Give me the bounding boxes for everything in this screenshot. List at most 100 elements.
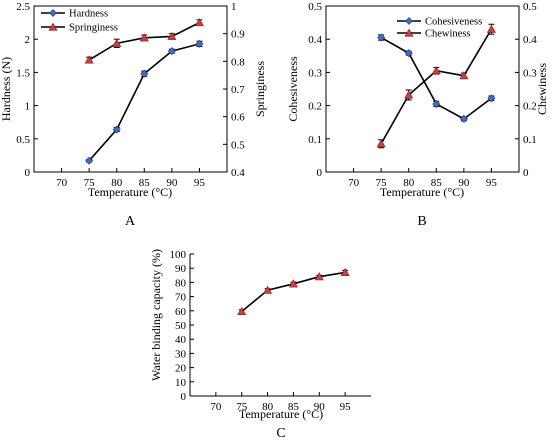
- y-tick-label: 30: [175, 348, 187, 360]
- y-right-ticks: 0.4 0.5 0.6 0.7 0.8 0.9 1: [223, 1, 245, 179]
- hardness-point: [140, 69, 149, 78]
- legend-label-chewiness: Chewiness: [425, 29, 471, 40]
- y-left-ticks: 0 10 20 30 40 50 60 70 80 90 100: [170, 249, 194, 403]
- y-right-tick-label: 0.9: [231, 29, 245, 41]
- x-tick-label: 75: [84, 177, 96, 189]
- y-axis-label-right: Springiness: [253, 61, 267, 117]
- series-layer: [376, 23, 496, 149]
- y-right-tick-label: 0.5: [231, 139, 245, 151]
- series-layer: [84, 17, 204, 165]
- cohesiveness-point: [459, 114, 468, 123]
- y-tick-label: 0: [181, 391, 187, 403]
- y-tick-label: 0.2: [308, 101, 322, 113]
- y-right-tick-label: 1: [231, 1, 237, 13]
- y-right-tick-label: 0: [523, 167, 529, 179]
- y-tick-label: 100: [170, 249, 187, 261]
- y-tick-label: 40: [175, 334, 187, 346]
- legend-marker-chewiness: [404, 28, 414, 37]
- y-left-ticks: 0 0.1 0.2 0.3 0.4 0.5: [308, 1, 330, 179]
- x-ticks: 70 75 80 85 90 95: [348, 168, 497, 189]
- y-right-tick-label: 0.2: [523, 101, 537, 113]
- y-tick-label: 90: [175, 263, 187, 275]
- y-tick-label: 80: [175, 277, 187, 289]
- legend-marker-cohesiveness: [405, 17, 413, 25]
- y-tick-label: 0.5: [308, 1, 322, 13]
- x-axis-label: Temperature (°C): [239, 407, 323, 421]
- x-tick-label: 90: [166, 177, 178, 189]
- x-tick-label: 90: [458, 177, 470, 189]
- chewiness-point: [459, 71, 469, 80]
- y-right-tick-label: 0.4: [523, 34, 537, 46]
- x-tick-label: 75: [376, 177, 388, 189]
- legend-marker-springiness: [48, 22, 58, 31]
- x-tick-label: 85: [288, 401, 300, 413]
- y-right-tick-label: 0.6: [231, 112, 245, 124]
- y-axis-label-left: Hardness (N): [0, 57, 13, 121]
- cohesiveness-point: [432, 99, 441, 108]
- series-0-point: [263, 285, 273, 294]
- series-0-point: [314, 272, 324, 281]
- y-tick-label: 1.5: [16, 67, 30, 79]
- panel-label: A: [125, 214, 136, 229]
- x-axis-label: Temperature (°C): [88, 185, 172, 199]
- y-tick-label: 2.5: [16, 1, 30, 13]
- y-tick-label: 0: [25, 167, 31, 179]
- series-0-point: [340, 267, 350, 276]
- cohesiveness-point: [404, 49, 413, 58]
- cohesiveness-point: [487, 94, 496, 103]
- y-tick-label: 60: [175, 306, 187, 318]
- y-right-tick-label: 0.5: [523, 1, 537, 13]
- springiness-point: [112, 38, 122, 47]
- x-ticks: 70 75 80 85 90 95: [210, 392, 351, 413]
- y-tick-label: 0: [317, 167, 323, 179]
- panel-c: 0 10 20 30 40 50 60 70 80 90 100 70 75 80 85 90 95 Temp…: [149, 249, 371, 441]
- springiness-point: [194, 17, 204, 27]
- y-tick-label: 1: [25, 101, 31, 113]
- series-0-point: [237, 306, 247, 316]
- springiness-point: [84, 55, 94, 64]
- y-tick-label: 0.3: [308, 67, 322, 79]
- cohesiveness-point: [377, 33, 386, 42]
- legend-marker-hardness: [49, 9, 57, 17]
- series-0-point: [288, 279, 298, 288]
- x-ticks: 70 75 80 85 90 95: [56, 168, 205, 189]
- panel-a: 0 0.5 1 1.5 2 2.5 0.4 0.5 0.6 0.7 0.8 0.9 1 70 75 80 8…: [0, 1, 267, 229]
- panel-label: B: [417, 214, 426, 229]
- x-tick-label: 70: [210, 401, 222, 413]
- y-axis-label-left: Cohesiveness: [286, 56, 300, 122]
- y-tick-label: 0.1: [308, 134, 322, 146]
- hardness-point: [112, 125, 121, 134]
- y-right-tick-label: 0.7: [231, 84, 245, 96]
- x-tick-label: 95: [194, 177, 206, 189]
- y-right-tick-label: 0.1: [523, 134, 537, 146]
- y-tick-label: 70: [175, 292, 187, 304]
- panel-b: 0 0.1 0.2 0.3 0.4 0.5 0 0.1 0.2 0.3 0.4 0.5 70 75 80…: [286, 1, 549, 229]
- hardness-line: [88, 43, 200, 162]
- x-tick-label: 95: [486, 177, 498, 189]
- y-right-tick-label: 0.8: [231, 56, 245, 68]
- chewiness-point: [431, 66, 441, 75]
- series-0-line: [241, 271, 346, 313]
- y-tick-label: 50: [175, 320, 187, 332]
- y-tick-label: 2: [25, 34, 31, 46]
- y-tick-label: 10: [175, 377, 187, 389]
- springiness-point: [167, 31, 177, 40]
- y-right-tick-label: 0.4: [231, 167, 245, 179]
- y-right-tick-label: 0.3: [523, 67, 537, 79]
- x-tick-label: 75: [236, 401, 248, 413]
- legend-label-hardness: Hardness: [69, 9, 108, 20]
- x-tick-label: 70: [348, 177, 360, 189]
- legend-label-springiness: Springiness: [69, 23, 118, 34]
- y-tick-label: 0.5: [16, 134, 30, 146]
- plot-frame: [33, 5, 228, 173]
- chewiness-point: [404, 90, 414, 99]
- hardness-point: [167, 47, 176, 56]
- series-layer: [237, 267, 350, 316]
- x-tick-label: 80: [262, 401, 274, 413]
- x-tick-label: 95: [340, 401, 352, 413]
- x-tick-label: 90: [314, 401, 326, 413]
- y-left-ticks: 0 0.5 1 1.5 2 2.5: [16, 1, 38, 179]
- y-axis-label-right: Chewiness: [535, 63, 549, 115]
- x-axis-label: Temperature (°C): [380, 185, 464, 199]
